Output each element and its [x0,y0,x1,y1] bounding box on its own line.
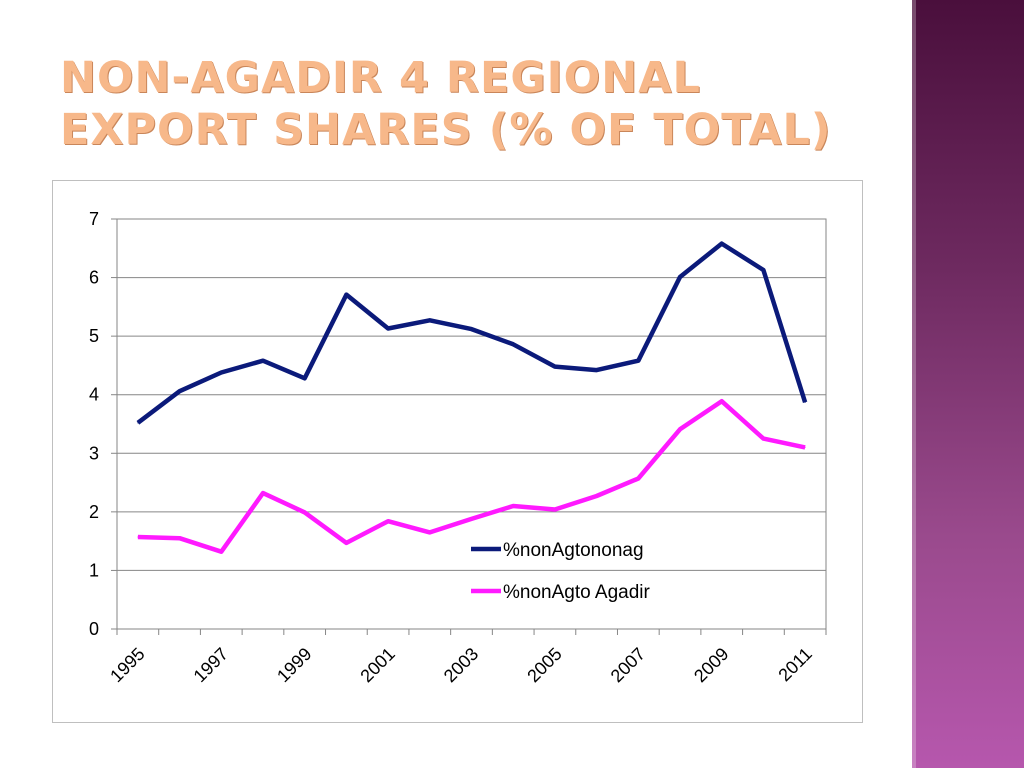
series-2-point [512,505,514,507]
decorative-side-band [912,0,1024,768]
y-tick-label: 3 [89,443,99,463]
x-tick-label: 2009 [690,644,732,686]
x-tick-label: 2007 [607,644,649,686]
series-2-point [179,537,181,539]
series-1-point [512,343,514,345]
series-2-point [596,495,598,497]
series-1-point [637,360,639,362]
legend-label-2: %nonAgto Agadir [503,582,651,603]
x-tick-label: 1997 [190,644,232,686]
series-2-point [345,542,347,544]
series-1-point [304,377,306,379]
series-1-point [387,328,389,330]
series-lines [136,241,808,554]
series-1-point [804,401,806,403]
series-line-1 [136,241,808,425]
series-2-point [721,400,723,402]
series-2-point [554,509,556,511]
series-2-point [637,477,639,479]
chart-frame: 0 1 2 3 4 5 6 7 1995 1997 1999 2001 2003 2005 2007 2009… [52,180,863,723]
y-tick-label: 5 [89,326,99,346]
series-1-point [179,390,181,392]
legend: %nonAgtononag %nonAgto Agadir [471,540,651,603]
plot-area-border [116,218,827,630]
x-tick-label: 1995 [106,644,148,686]
series-1-point [762,269,764,271]
y-tick-label: 1 [89,560,99,580]
series-1-point [596,369,598,371]
y-tick-label: 7 [89,209,99,229]
series-2-point [262,492,264,494]
series-1-point [471,328,472,330]
series-2-point [471,518,472,520]
series-2-point [762,438,764,440]
series-2-point [137,536,139,538]
x-tick-label: 2005 [523,644,565,686]
x-tick-label: 2001 [356,644,398,686]
series-1-point [220,371,222,373]
axes: 0 1 2 3 4 5 6 7 1995 1997 1999 2001 2003 2005 2007 2009… [89,209,827,686]
series-1-point [345,294,347,296]
series-line-2 [137,398,806,554]
series-1-point [721,243,723,245]
x-tick-label: 2003 [440,644,482,686]
slide-title: Non-Agadir 4 regional export shares (% o… [60,52,880,156]
series-1-point [429,319,431,321]
x-tick-label: 1999 [273,644,315,686]
series-1-point [137,422,139,424]
y-tick-label: 0 [89,619,99,639]
series-2-point [804,446,806,448]
slide-title-line-2: export shares (% of total) [60,105,832,155]
series-2-point [387,520,389,522]
slide-title-line-1: Non-Agadir 4 regional [60,53,701,103]
series-2-point [429,531,431,533]
line-chart: 0 1 2 3 4 5 6 7 1995 1997 1999 2001 2003 2005 2007 2009… [89,209,827,686]
series-1-point [554,366,556,368]
series-1-point [262,360,264,362]
y-tick-label: 6 [89,268,99,288]
legend-label-1: %nonAgtononag [503,540,644,561]
x-tick-label: 2011 [774,644,816,686]
y-tick-label: 4 [89,385,99,405]
series-2-point [220,551,222,553]
series-2-point [304,511,306,513]
gridlines [117,277,826,571]
series-2-point [679,428,681,430]
series-1-point [679,276,681,278]
y-tick-label: 2 [89,502,99,522]
